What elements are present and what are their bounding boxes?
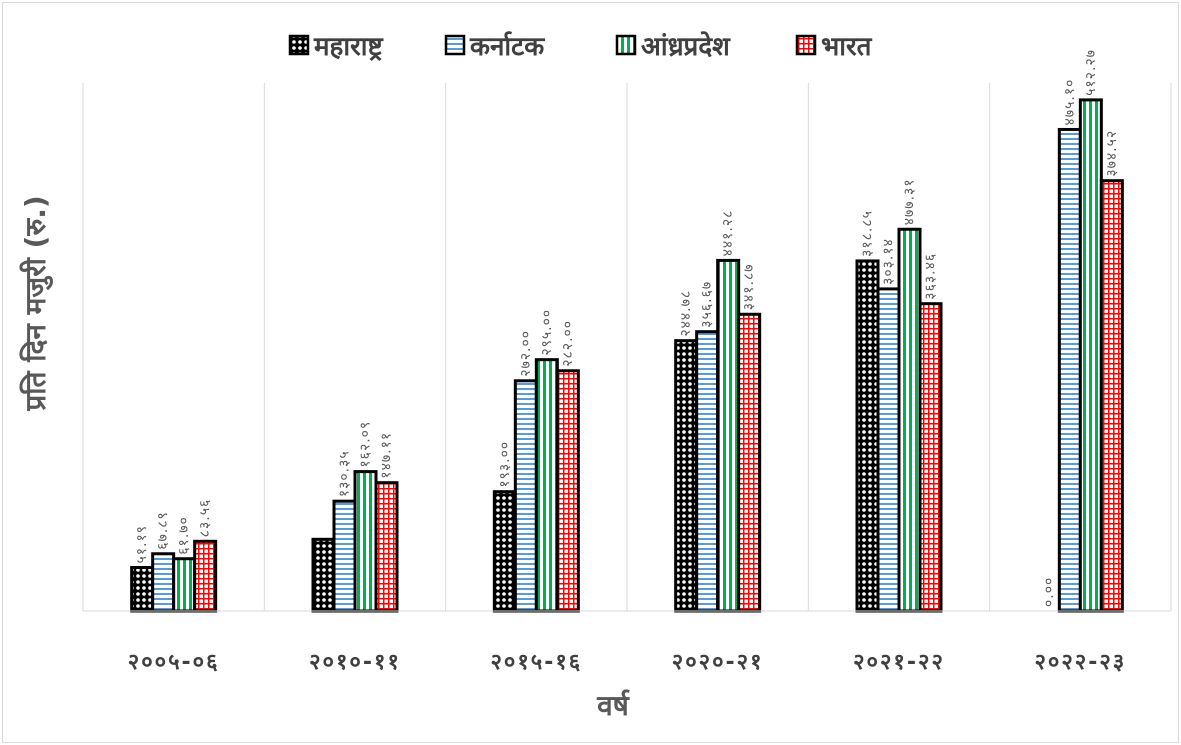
bar-4-5 xyxy=(918,302,943,613)
bar-3-5 xyxy=(897,227,922,613)
bar-3-1 xyxy=(172,557,197,613)
y-axis-title: प्रति दिन मजुरी (रु.) xyxy=(19,195,53,411)
data-label: ३१८.८५ xyxy=(860,210,876,257)
x-tick-label: २०१५-१६ xyxy=(490,650,582,675)
bar-4-1 xyxy=(193,539,218,613)
bar-2-2 xyxy=(332,499,357,613)
bar-1-2 xyxy=(311,537,336,613)
x-tick-label: २०१०-११ xyxy=(309,650,401,675)
x-tick-label: २०२०-२१ xyxy=(672,650,764,675)
data-label: १९३.०० xyxy=(497,441,513,488)
bar-4-2 xyxy=(374,481,399,613)
gridlines xyxy=(82,83,1172,611)
bars xyxy=(130,98,1124,613)
data-label: ४७७.३१ xyxy=(902,178,918,225)
bar-4-6 xyxy=(1099,179,1124,613)
bar-1-3 xyxy=(492,490,517,613)
legend-item: भारत xyxy=(821,32,873,62)
data-label: ३६३.४६ xyxy=(923,253,939,300)
bar-2-4 xyxy=(695,330,720,613)
data-label: ०.०० xyxy=(1041,577,1057,607)
bar-2-5 xyxy=(876,287,901,613)
legend: महाराष्ट्र कर्नाटक आंध्रप्रदेश भारत xyxy=(288,31,873,62)
bar-2-1 xyxy=(151,552,176,613)
bar-3-3 xyxy=(534,358,559,613)
x-tick-label: २००५-०६ xyxy=(128,650,220,675)
legend-swatch xyxy=(444,34,466,56)
data-labels: ५१.१९ ६७.८९ ६१.७० ८३.५६ १३०.३५ १६२.०९ १४७.११ १९… xyxy=(134,49,1120,607)
legend-item: महाराष्ट्र xyxy=(313,32,384,62)
bar-4-3 xyxy=(555,369,580,613)
data-label: २४४.७८ xyxy=(678,290,694,337)
legend-swatch xyxy=(615,34,637,56)
data-label: १६२.०९ xyxy=(358,421,374,468)
data-label: ३५६.६७ xyxy=(699,281,715,328)
data-label: ३७४.५२ xyxy=(1104,130,1120,177)
legend-swatch xyxy=(795,34,817,56)
x-axis-title: वर्ष xyxy=(596,689,631,722)
data-label: ३०३.१४ xyxy=(881,238,897,285)
bar-4-4 xyxy=(737,312,762,613)
legend-item: आंध्रप्रदेश xyxy=(641,31,731,62)
data-label: ४७५.१० xyxy=(1062,79,1078,126)
data-label: २७२.०० xyxy=(518,330,534,377)
bar-1-5 xyxy=(855,259,880,613)
bar-1-1 xyxy=(130,566,155,613)
data-label: २८२.०० xyxy=(560,320,576,367)
x-tick-label: २०२२-२३ xyxy=(1034,650,1126,675)
bar-chart: महाराष्ट्र कर्नाटक आंध्रप्रदेश भारत ५१.१९ ६७… xyxy=(19,31,1172,722)
data-label: २९५.०० xyxy=(539,309,555,356)
data-label: ५१२.२७ xyxy=(1083,49,1099,96)
bar-3-6 xyxy=(1078,98,1103,613)
bar-1-4 xyxy=(674,339,699,613)
legend-item: कर्नाटक xyxy=(469,31,545,62)
x-tick-label: २०२१-२२ xyxy=(853,650,945,675)
data-label: ४४१.२८ xyxy=(720,210,736,257)
data-label: ६७.८९ xyxy=(155,511,171,550)
legend-swatch xyxy=(288,34,310,56)
bar-3-2 xyxy=(353,470,378,613)
data-label: ५१.१९ xyxy=(134,525,150,564)
data-label: ३४१.८७ xyxy=(741,263,757,310)
bar-2-3 xyxy=(513,379,538,613)
x-axis-ticks: २००५-०६ २०१०-११ २०१५-१६ २०२०-२१ २०२१-२२ २०२२-… xyxy=(128,650,1126,675)
data-label: ८३.५६ xyxy=(197,499,213,538)
data-label: ६१.७० xyxy=(176,516,192,555)
bar-2-6 xyxy=(1057,127,1082,613)
bar-3-4 xyxy=(716,258,741,613)
data-label: १४७.११ xyxy=(379,432,395,479)
data-label: १३०.३५ xyxy=(337,450,353,497)
